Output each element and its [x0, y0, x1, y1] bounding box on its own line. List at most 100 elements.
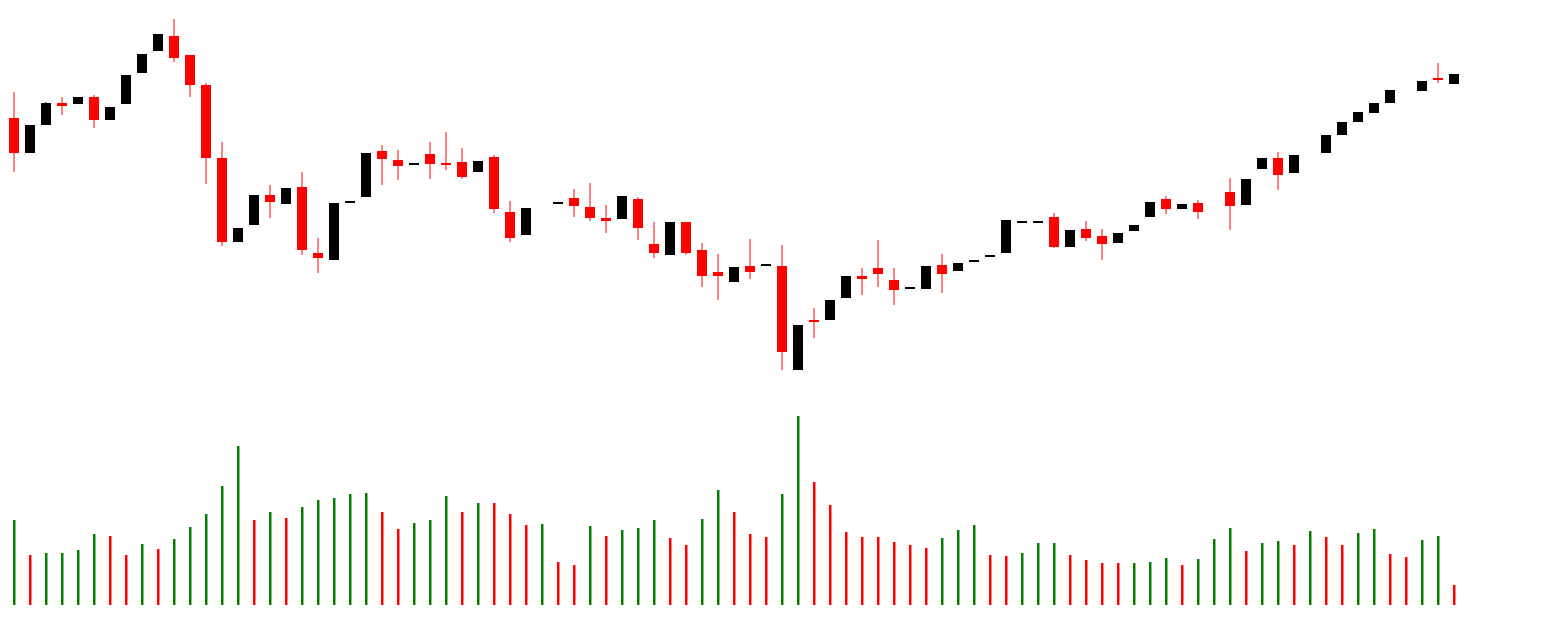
candle-body: [681, 222, 691, 253]
volume-bar: [77, 550, 80, 605]
volume-bar: [205, 514, 208, 605]
volume-bar: [621, 530, 624, 605]
volume-bar: [813, 482, 816, 605]
candle-body: [633, 199, 643, 228]
volume-bar: [285, 518, 288, 605]
candle-body: [569, 198, 579, 206]
candle-body: [969, 260, 979, 262]
volume-bar: [429, 520, 432, 605]
volume-bar: [845, 532, 848, 605]
candle-body: [457, 162, 467, 177]
volume-bar: [1277, 541, 1280, 605]
candle-body: [1049, 217, 1059, 247]
candle-body: [489, 157, 499, 209]
candle-body: [1033, 221, 1043, 223]
candle-body: [1417, 81, 1427, 91]
volume-bar: [381, 512, 384, 605]
volume-bar: [637, 528, 640, 605]
candle-body: [873, 268, 883, 274]
volume-bar: [93, 534, 96, 605]
volume-bar: [1325, 537, 1328, 605]
candle-body: [105, 107, 115, 120]
candle-body: [1433, 78, 1443, 80]
volume-bar: [1357, 533, 1360, 605]
candle-body: [425, 154, 435, 164]
volume-bar: [301, 507, 304, 605]
candle-body: [1289, 155, 1299, 173]
candle-body: [1129, 225, 1139, 231]
candle-body: [361, 153, 371, 197]
volume-bar: [525, 525, 528, 605]
volume-bar: [1229, 528, 1232, 605]
candle-body: [25, 125, 35, 153]
candle-body: [345, 201, 355, 203]
volume-bar: [1261, 543, 1264, 605]
volume-bar: [61, 553, 64, 605]
volume-bar: [701, 519, 704, 605]
volume-bar: [733, 512, 736, 605]
candle-body: [857, 276, 867, 279]
volume-bar: [1373, 529, 1376, 605]
candle-body: [169, 36, 179, 58]
candle-body: [921, 266, 931, 289]
volume-bar: [1309, 531, 1312, 605]
candle-body: [89, 97, 99, 120]
candle-body: [985, 255, 995, 257]
volume-bar: [1405, 557, 1408, 605]
volume-bar: [957, 530, 960, 605]
candle-body: [729, 267, 739, 282]
candle-body: [745, 266, 755, 272]
volume-bar: [1069, 555, 1072, 605]
candle-body: [233, 228, 243, 242]
volume-bar: [973, 525, 976, 605]
candle-body: [1353, 112, 1363, 122]
candle-body: [1065, 230, 1075, 247]
candle-body: [617, 196, 627, 219]
volume-bar: [1213, 539, 1216, 605]
volume-bar: [605, 536, 608, 605]
candle-body: [1097, 236, 1107, 244]
volume-bar: [1453, 585, 1456, 605]
candle-body: [137, 54, 147, 73]
candle-body: [585, 207, 595, 218]
candle-body: [937, 265, 947, 274]
volume-bar: [157, 549, 160, 605]
volume-bar: [461, 512, 464, 605]
candle-body: [1321, 135, 1331, 153]
candle-body: [473, 161, 483, 172]
volume-bar: [477, 503, 480, 605]
candle-body: [905, 287, 915, 289]
volume-bar: [669, 538, 672, 605]
volume-bar: [1133, 563, 1136, 605]
volume-bar: [589, 526, 592, 605]
candle-body: [777, 266, 787, 352]
candle-body: [1193, 203, 1203, 212]
volume-bar: [141, 544, 144, 605]
candle-body: [553, 202, 563, 204]
candle-body: [1241, 179, 1251, 205]
volume-bar: [509, 514, 512, 605]
volume-bar: [333, 498, 336, 605]
volume-bar: [1053, 543, 1056, 605]
volume-bar: [765, 537, 768, 605]
volume-bar: [797, 416, 800, 605]
volume-bar: [1389, 554, 1392, 605]
volume-bar: [349, 494, 352, 605]
candle-body: [1257, 158, 1267, 169]
candle-body: [297, 187, 307, 250]
volume-bar: [317, 500, 320, 605]
volume-bar: [653, 520, 656, 605]
candle-body: [313, 253, 323, 258]
volume-bar: [189, 527, 192, 605]
candle-body: [601, 218, 611, 221]
candle-body: [1081, 229, 1091, 238]
volume-bar: [1293, 545, 1296, 605]
volume-bar: [1245, 551, 1248, 605]
volume-bar: [493, 503, 496, 605]
volume-bar: [1437, 536, 1440, 605]
volume-bar: [685, 545, 688, 605]
candle-body: [9, 118, 19, 153]
volume-bar: [1117, 563, 1120, 605]
